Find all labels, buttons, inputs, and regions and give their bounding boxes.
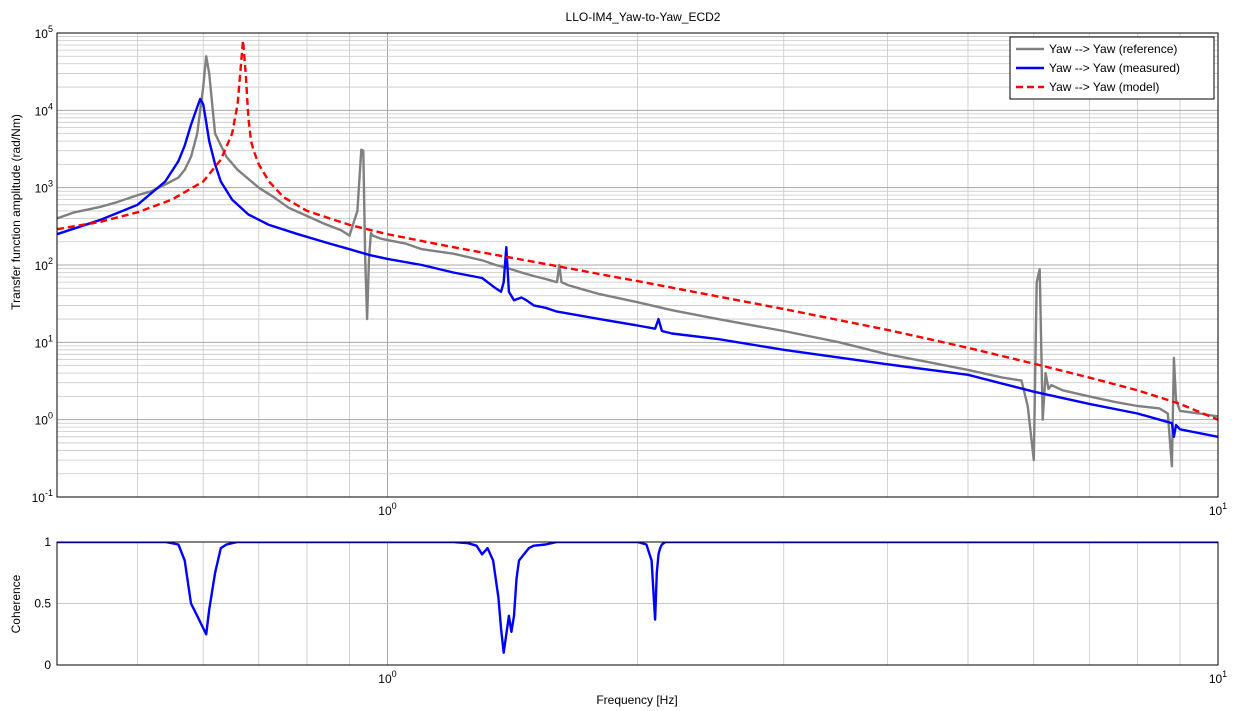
series-line-reference xyxy=(57,55,1218,468)
x-tick-label: 100 xyxy=(378,501,396,518)
magnitude-ylabel: Transfer function amplitude (rad/Nm) xyxy=(9,114,23,310)
grid-lines xyxy=(57,33,1218,497)
y-tick-label: 10-1 xyxy=(32,488,53,505)
grid-lines xyxy=(57,542,1218,665)
legend-entry: Yaw --> Yaw (measured) xyxy=(1049,61,1180,75)
figure-title: LLO-IM4_Yaw-to-Yaw_ECD2 xyxy=(566,10,721,24)
y-tick-label: 105 xyxy=(35,24,53,41)
legend: Yaw --> Yaw (reference) Yaw --> Yaw (meas… xyxy=(1009,36,1215,100)
axes-box xyxy=(56,541,1219,666)
y-tick-label: 0 xyxy=(44,658,51,672)
axes-box xyxy=(56,32,1219,498)
y-tick-label: 101 xyxy=(35,333,53,350)
y-tick-label: 104 xyxy=(35,101,53,118)
x-tick-label: 100 xyxy=(378,669,396,686)
magnitude-panel: 100 101 10-1 100 101 102 103 104 105 xyxy=(32,24,1228,518)
y-tick-label: 103 xyxy=(35,179,53,196)
series-line-coherence xyxy=(57,542,1218,654)
y-tick-label: 102 xyxy=(35,256,53,273)
y-tick-label: 100 xyxy=(35,411,53,428)
coherence-panel: 100 101 0 0.5 1 xyxy=(34,535,1227,686)
x-tick-label: 101 xyxy=(1209,669,1227,686)
series-line-measured xyxy=(57,97,1218,438)
x-tick-label: 101 xyxy=(1209,501,1227,518)
legend-entry: Yaw --> Yaw (model) xyxy=(1049,80,1159,94)
x-axis-label: Frequency [Hz] xyxy=(596,693,677,707)
y-tick-label: 1 xyxy=(44,535,51,549)
y-tick-label: 0.5 xyxy=(34,597,51,611)
series-line-model xyxy=(57,39,1218,421)
coherence-ylabel: Coherence xyxy=(9,574,23,633)
legend-entry: Yaw --> Yaw (reference) xyxy=(1049,42,1177,56)
